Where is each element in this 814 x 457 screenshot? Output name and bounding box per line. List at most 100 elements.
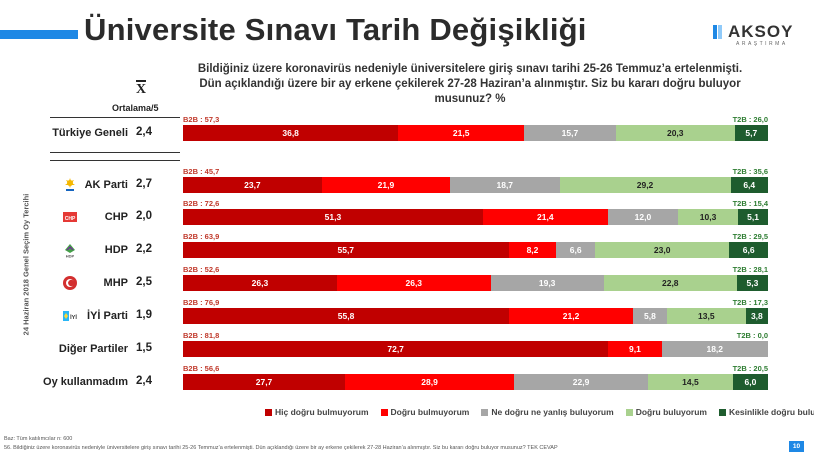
data-label: 20,3 — [666, 128, 684, 138]
row-label-t-rkiye-geneli: Türkiye Geneli — [52, 127, 128, 139]
row-mean: 2,7 — [136, 178, 152, 190]
svg-text:HDP: HDP — [66, 254, 75, 259]
data-label: 21,2 — [562, 311, 580, 321]
data-label: 6,4 — [743, 180, 756, 190]
bar-segment: 13,5 — [666, 308, 746, 324]
bar-segment: 21,4 — [482, 209, 608, 225]
bar-segment: 22,8 — [603, 275, 737, 291]
stacked-bar-ak-parti: 23,7 21,9 18,7 29,2 6,4 — [183, 177, 768, 193]
legend-item: Doğru buluyorum — [625, 407, 707, 417]
bar-segment: 12,0 — [607, 209, 678, 225]
bar-segment: 72,7 — [183, 341, 609, 357]
chart-legend: Hiç doğru bulmuyorum Doğru bulmuyorum Ne d… — [265, 407, 814, 417]
data-label: 9,1 — [628, 344, 641, 354]
separator — [50, 160, 180, 161]
data-label: 23,0 — [653, 245, 671, 255]
b2b-label: B2B : 76,9 — [183, 298, 220, 307]
t2b-label: T2B : 15,4 — [732, 199, 768, 208]
legend-label: Doğru buluyorum — [635, 407, 707, 417]
data-label: 19,3 — [538, 278, 556, 288]
bar-segment: 5,3 — [736, 275, 768, 291]
stacked-bar-t-rkiye-geneli: 36,8 21,5 15,7 20,3 5,7 — [183, 125, 768, 141]
legend-label: Ne doğru ne yanlış buluyorum — [491, 407, 614, 417]
data-label: 5,3 — [746, 278, 759, 288]
legend-swatch — [380, 408, 388, 416]
bar-segment: 28,9 — [345, 374, 515, 390]
logo-name: AKSOY — [728, 22, 794, 41]
bar-segment: 14,5 — [648, 374, 733, 390]
bar-segment: 6,6 — [729, 242, 768, 258]
b2b-label: B2B : 72,6 — [183, 199, 220, 208]
separator — [50, 152, 180, 153]
bar-segment: 23,7 — [183, 177, 322, 193]
b2b-label: B2B : 56,6 — [183, 364, 220, 373]
data-label: 8,2 — [526, 245, 539, 255]
mhp-logo-icon — [63, 276, 77, 290]
data-label: 55,8 — [337, 311, 355, 321]
bar-segment: 19,3 — [490, 275, 604, 291]
data-label: 36,8 — [282, 128, 299, 138]
legend-swatch — [625, 408, 633, 416]
bar-segment: 6,0 — [732, 374, 768, 390]
stacked-bar-oy-kullanmad-m: 27,7 28,9 22,9 14,5 6,0 — [183, 374, 768, 390]
mean-label: Ortalama/5 — [112, 103, 159, 113]
aksoy-logo: AKSOY ARAŞTIRMA — [708, 22, 792, 52]
data-label: 15,7 — [561, 128, 579, 138]
data-label: 13,5 — [698, 311, 715, 321]
data-label: 21,9 — [377, 180, 395, 190]
legend-label: Doğru bulmuyorum — [390, 407, 470, 417]
row-mean: 1,9 — [136, 309, 152, 321]
bar-segment: 27,7 — [183, 374, 346, 390]
bar-segment: 55,8 — [183, 308, 510, 324]
bar-segment: 5,8 — [632, 308, 667, 324]
data-label: 10,3 — [699, 212, 717, 222]
t2b-label: T2B : 35,6 — [732, 167, 768, 176]
bar-segment: 21,2 — [509, 308, 633, 324]
b2b-label: B2B : 81,8 — [183, 331, 220, 340]
footer-base: Baz: Tüm katılımcılar n: 600 — [4, 436, 73, 442]
bar-segment: 18,2 — [661, 341, 768, 357]
data-label: 72,7 — [387, 344, 404, 354]
legend-item: Doğru bulmuyorum — [380, 407, 470, 417]
b2b-label: B2B : 45,7 — [183, 167, 220, 176]
data-label: 5,8 — [644, 311, 656, 321]
logo-sub: ARAŞTIRMA — [736, 41, 788, 47]
t2b-label: T2B : 0,0 — [736, 331, 768, 340]
data-label: 21,4 — [537, 212, 554, 222]
data-label: 55,7 — [337, 245, 355, 255]
stacked-bar-mhp: 26,3 26,3 19,3 22,8 5,3 — [183, 275, 768, 291]
t2b-label: T2B : 28,1 — [732, 265, 768, 274]
mean-symbol: X — [136, 80, 147, 97]
iyi-parti-logo-icon: İYİ — [63, 311, 77, 321]
bar-segment: 5,7 — [734, 125, 768, 141]
legend-item: Ne doğru ne yanlış buluyorum — [481, 407, 614, 417]
aksoy-logo-icon — [713, 25, 722, 39]
bar-segment: 15,7 — [524, 125, 616, 141]
data-label: 28,9 — [421, 377, 438, 387]
bar-segment: 20,3 — [615, 125, 735, 141]
row-mean: 1,5 — [136, 342, 152, 354]
b2b-label: B2B : 52,6 — [183, 265, 220, 274]
stacked-bar-di-er-partiler: 72,7 9,1 18,2 — [183, 341, 768, 357]
hdp-logo-icon: HDP — [65, 244, 75, 259]
bar-segment: 9,1 — [608, 341, 662, 357]
row-mean: 2,0 — [136, 210, 152, 222]
data-label: 27,7 — [255, 377, 273, 387]
data-label: 14,5 — [682, 377, 699, 387]
data-label: 22,8 — [661, 278, 679, 288]
bar-segment: 21,5 — [398, 125, 525, 141]
data-label: 5,7 — [745, 128, 758, 138]
page-title: Üniversite Sınavı Tarih Değişikliği — [84, 12, 587, 47]
bar-segment: 6,4 — [730, 177, 768, 193]
stacked-bar-chp: 51,3 21,4 12,0 10,3 5,1 — [183, 209, 768, 225]
data-label: 29,2 — [636, 180, 654, 190]
stacked-bar-hdp: 55,7 8,2 6,6 23,0 6,6 — [183, 242, 768, 258]
legend-item: Hiç doğru bulmuyorum — [265, 407, 369, 417]
legend-swatch — [481, 408, 489, 416]
data-label: 22,9 — [572, 377, 590, 387]
data-label: 51,3 — [324, 212, 342, 222]
data-label: 6,6 — [569, 245, 582, 255]
row-label-mhp: MHP — [103, 277, 128, 289]
footer-note: 56. Bildiğiniz üzere koronavirüs nedeniy… — [4, 445, 558, 451]
row-mean: 2,2 — [136, 243, 152, 255]
